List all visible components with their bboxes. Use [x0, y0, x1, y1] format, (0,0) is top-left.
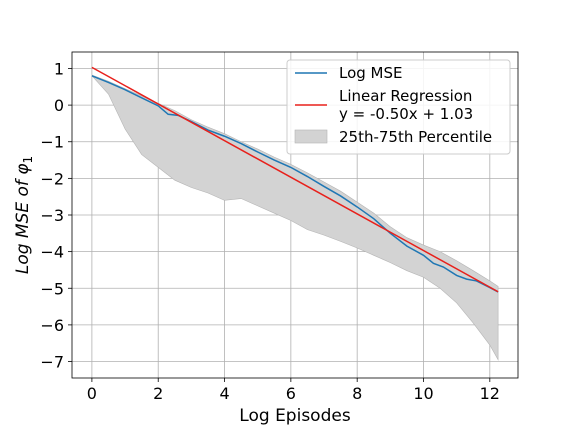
y-tick-label: −2 [40, 169, 64, 188]
y-axis-label-main: Log MSE of φ [13, 163, 33, 274]
x-axis-label: Log Episodes [239, 406, 351, 426]
y-axis-label: Log MSE of φ1 [13, 156, 35, 274]
legend-label-regression: Linear Regression [339, 87, 472, 105]
percentile-band [91, 74, 499, 361]
x-tick-label: 2 [153, 384, 163, 403]
y-axis-label-subscript: 1 [21, 156, 35, 164]
y-tick-label: 1 [54, 59, 64, 78]
x-tick-label: 10 [413, 384, 433, 403]
x-tick-label: 4 [219, 384, 229, 403]
y-tick-label: −5 [40, 279, 64, 298]
legend-label-log-mse: Log MSE [339, 64, 403, 82]
x-tick-label: 0 [87, 384, 97, 403]
legend-box [286, 59, 511, 155]
series-lines-layer [91, 66, 499, 293]
x-tick-label: 12 [480, 384, 500, 403]
legend-label-percentile: 25th-75th Percentile [339, 128, 492, 146]
y-tick-label: −6 [40, 316, 64, 335]
y-tick-label: −3 [40, 206, 64, 225]
legend-label-regression-equation: y = -0.50x + 1.03 [339, 105, 473, 123]
axis-labels: Log Episodes Log MSE of φ1 [13, 156, 351, 426]
y-tick-label: −1 [40, 133, 64, 152]
y-tick-label: −7 [40, 353, 64, 372]
regression-line [91, 66, 499, 293]
log-mse-line [91, 75, 499, 293]
legend-swatch-percentile [294, 129, 328, 144]
y-tick-label: 0 [54, 96, 64, 115]
percentile-band-layer [91, 74, 499, 361]
x-tick-label: 8 [352, 384, 362, 403]
y-tick-label: −4 [40, 243, 64, 262]
x-tick-label: 6 [286, 384, 296, 403]
